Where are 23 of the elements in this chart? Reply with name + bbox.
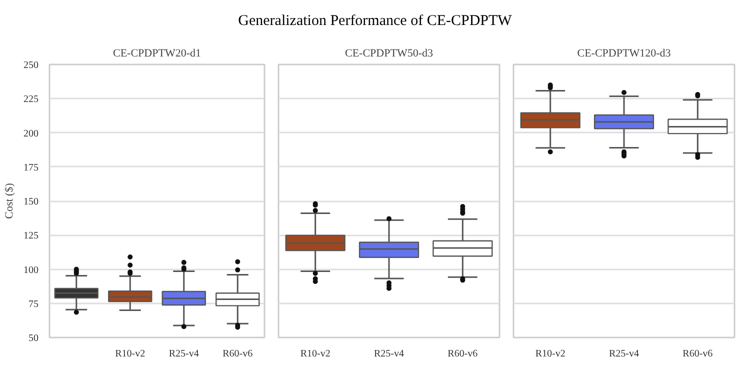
x-tick-label: R10-v2: [535, 348, 566, 360]
x-tick-label: R10-v2: [115, 348, 146, 360]
y-tick-label: 50: [28, 333, 38, 344]
y-tick-label: 250: [24, 60, 38, 71]
y-tick-label: 200: [24, 128, 38, 140]
x-tick-label: R25-v4: [609, 348, 639, 360]
x-tick-label: R10-v2: [300, 348, 330, 360]
y-tick-label: 225: [24, 94, 38, 106]
x-tick-label: R60-v6: [222, 348, 253, 360]
y-axis-title: Cost ($): [4, 182, 16, 219]
x-tick-label: R60-v6: [448, 348, 478, 360]
chart-title: CE-CPDPTW50-d3: [345, 48, 434, 60]
y-tick-label: 175: [24, 162, 38, 174]
text: Generalization Performance of CE-CPDPTW: [238, 12, 512, 31]
y-tick-label: 150: [24, 196, 38, 208]
y-tick-label: 100: [24, 264, 38, 276]
y-tick-label: 125: [24, 230, 38, 242]
x-tick-label: R60-v6: [682, 348, 713, 360]
x-tick-label: R25-v4: [168, 348, 199, 360]
y-tick-label: 75: [28, 298, 38, 310]
chart-title: CE-CPDPTW20-d1: [113, 48, 201, 60]
chart-title: CE-CPDPTW120-d3: [577, 48, 672, 60]
x-tick-label: R25-v4: [374, 348, 404, 360]
